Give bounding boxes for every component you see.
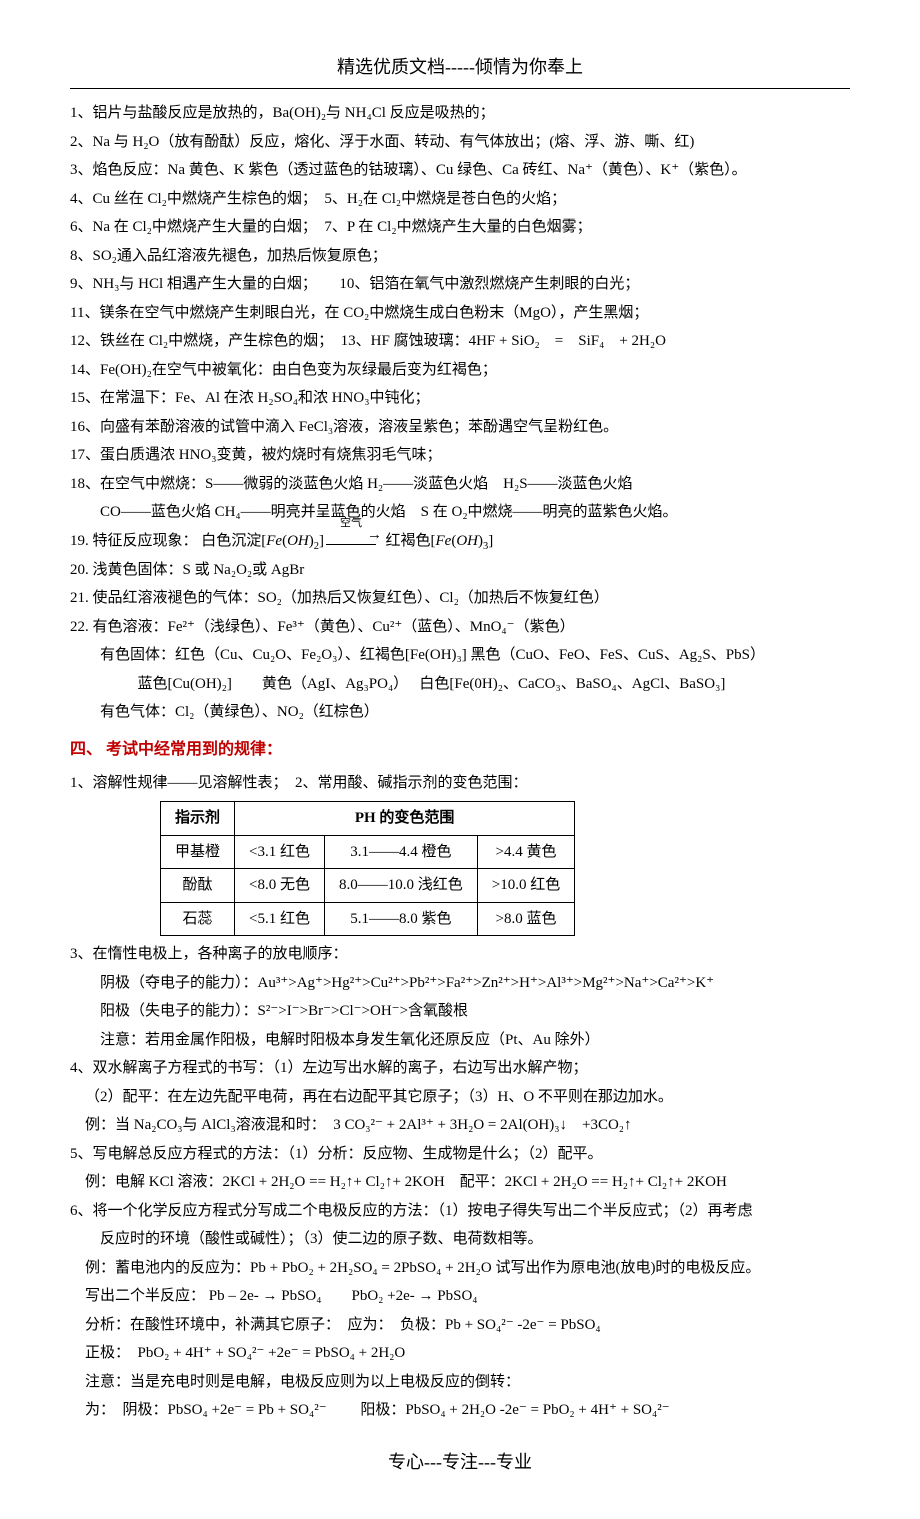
cell: <3.1 红色 <box>235 835 325 869</box>
cell: >10.0 红色 <box>477 869 574 903</box>
item-8: 8、SO₂通入品红溶液先褪色，加热后恢复原色； <box>70 242 850 271</box>
item-1: 1、铝片与盐酸反应是放热的，Ba(OH)₂与 NH₄Cl 反应是吸热的； <box>70 99 850 128</box>
item-6-7: 6、Na 在 Cl₂中燃烧产生大量的白烟； 7、P 在 Cl₂中燃烧产生大量的白… <box>70 213 850 242</box>
item-4-5: 4、Cu 丝在 Cl₂中燃烧产生棕色的烟； 5、H₂在 Cl₂中燃烧是苍白色的火… <box>70 185 850 214</box>
sec4-p6h: 为： 阴极：PbSO₄ +2e⁻ = Pb + SO₄²⁻ 阳极：PbSO₄ +… <box>70 1396 850 1425</box>
cell: 石蕊 <box>161 902 235 936</box>
sec4-p6d: 写出二个半反应： Pb – 2e- → PbSO₄ PbO₂ +2e- → Pb… <box>70 1282 850 1311</box>
item-18b: CO——蓝色火焰 CH₄——明亮并呈蓝色的火焰 S 在 O₂中燃烧——明亮的蓝紫… <box>70 498 850 527</box>
cell: 3.1——4.4 橙色 <box>324 835 477 869</box>
item-3: 3、焰色反应：Na 黄色、K 紫色（透过蓝色的钴玻璃）、Cu 绿色、Ca 砖红、… <box>70 156 850 185</box>
item-9-10: 9、NH₃与 HCl 相遇产生大量的白烟； 10、铝箔在氧气中激烈燃烧产生刺眼的… <box>70 270 850 299</box>
section-4-title: 四、 考试中经常用到的规律： <box>70 735 850 765</box>
item-20: 20. 浅黄色固体：S 或 Na₂O₂或 AgBr <box>70 556 850 585</box>
sec4-p6e: 分析：在酸性环境中，补满其它原子： 应为： 负极：Pb + SO₄²⁻ -2e⁻… <box>70 1311 850 1340</box>
sec4-p3c: 阳极（失电子的能力）：S²⁻>I⁻>Br⁻>Cl⁻>OH⁻>含氧酸根 <box>70 997 850 1026</box>
sec4-p6f: 正极： PbO₂ + 4H⁺ + SO₄²⁻ +2e⁻ = PbSO₄ + 2H… <box>70 1339 850 1368</box>
item-19-reaction: 白色沉淀[Fe(OH)2]空气→ 红褐色[Fe(OH)3] <box>201 533 493 549</box>
th-indicator: 指示剂 <box>161 802 235 836</box>
sec4-p4a: 4、双水解离子方程式的书写：（1）左边写出水解的离子，右边写出水解产物； <box>70 1054 850 1083</box>
table-row: 酚酞 <8.0 无色 8.0——10.0 浅红色 >10.0 红色 <box>161 869 575 903</box>
table-row: 甲基橙 <3.1 红色 3.1——4.4 橙色 >4.4 黄色 <box>161 835 575 869</box>
item-19: 19. 特征反应现象： 白色沉淀[Fe(OH)2]空气→ 红褐色[Fe(OH)3… <box>70 527 850 556</box>
item-19-label: 19. 特征反应现象： <box>70 533 198 549</box>
item-17: 17、蛋白质遇浓 HNO₃变黄，被灼烧时有烧焦羽毛气味； <box>70 441 850 470</box>
sec4-p6a: 6、将一个化学反应方程式分写成二个电极反应的方法：（1）按电子得失写出二个半反应… <box>70 1197 850 1226</box>
sec4-p3b: 阴极（夺电子的能力）：Au³⁺>Ag⁺>Hg²⁺>Cu²⁺>Pb²⁺>Fa²⁺>… <box>70 969 850 998</box>
cell: 8.0——10.0 浅红色 <box>324 869 477 903</box>
item-22d: 有色气体：Cl₂（黄绿色）、NO₂（红棕色） <box>70 698 850 727</box>
sec4-p6c: 例：蓄电池内的反应为：Pb + PbO₂ + 2H₂SO₄ = 2PbSO₄ +… <box>70 1254 850 1283</box>
th-range: PH 的变色范围 <box>235 802 575 836</box>
sec4-p1: 1、溶解性规律——见溶解性表； 2、常用酸、碱指示剂的变色范围： <box>70 769 850 798</box>
item-11: 11、镁条在空气中燃烧产生刺眼白光，在 CO₂中燃烧生成白色粉末（MgO），产生… <box>70 299 850 328</box>
item-12-13: 12、铁丝在 Cl₂中燃烧，产生棕色的烟； 13、HF 腐蚀玻璃：4HF + S… <box>70 327 850 356</box>
item-18a: 18、在空气中燃烧：S——微弱的淡蓝色火焰 H₂——淡蓝色火焰 H₂S——淡蓝色… <box>70 470 850 499</box>
item-22b: 有色固体：红色（Cu、Cu₂O、Fe₂O₃）、红褐色[Fe(OH)₃] 黑色（C… <box>70 641 850 670</box>
indicator-table: 指示剂 PH 的变色范围 甲基橙 <3.1 红色 3.1——4.4 橙色 >4.… <box>160 801 575 936</box>
cell: 甲基橙 <box>161 835 235 869</box>
sec4-p6g: 注意：当是充电时则是电解，电极反应则为以上电极反应的倒转： <box>70 1368 850 1397</box>
item-15: 15、在常温下：Fe、Al 在浓 H₂SO₄和浓 HNO₃中钝化； <box>70 384 850 413</box>
page-footer: 专心---专注---专业 <box>70 1445 850 1479</box>
cell: >4.4 黄色 <box>477 835 574 869</box>
sec4-p6b: 反应时的环境（酸性或碱性）；（3）使二边的原子数、电荷数相等。 <box>70 1225 850 1254</box>
cell: 5.1——8.0 紫色 <box>324 902 477 936</box>
item-14: 14、Fe(OH)₂在空气中被氧化：由白色变为灰绿最后变为红褐色； <box>70 356 850 385</box>
item-22a: 22. 有色溶液：Fe²⁺（浅绿色）、Fe³⁺（黄色）、Cu²⁺（蓝色）、MnO… <box>70 613 850 642</box>
sec4-p4b: （2）配平：在左边先配平电荷，再在右边配平其它原子；（3）H、O 不平则在那边加… <box>70 1083 850 1112</box>
sec4-p5b: 例：电解 KCl 溶液：2KCl + 2H₂O == H₂↑+ Cl₂↑+ 2K… <box>70 1168 850 1197</box>
sec4-p4c: 例：当 Na₂CO₃与 AlCl₃溶液混和时： 3 CO₃²⁻ + 2Al³⁺ … <box>70 1111 850 1140</box>
item-22c: 蓝色[Cu(OH)₂] 黄色（AgI、Ag₃PO₄） 白色[Fe(0H)₂、Ca… <box>70 670 850 699</box>
table-head-row: 指示剂 PH 的变色范围 <box>161 802 575 836</box>
sec4-p3a: 3、在惰性电极上，各种离子的放电顺序： <box>70 940 850 969</box>
table-row: 石蕊 <5.1 红色 5.1——8.0 紫色 >8.0 蓝色 <box>161 902 575 936</box>
item-21: 21. 使品红溶液褪色的气体：SO₂（加热后又恢复红色）、Cl₂（加热后不恢复红… <box>70 584 850 613</box>
cell: <5.1 红色 <box>235 902 325 936</box>
header-rule <box>70 88 850 89</box>
cell: <8.0 无色 <box>235 869 325 903</box>
item-2: 2、Na 与 H₂O（放有酚酞）反应，熔化、浮于水面、转动、有气体放出；(熔、浮… <box>70 128 850 157</box>
item-16: 16、向盛有苯酚溶液的试管中滴入 FeCl₃溶液，溶液呈紫色；苯酚遇空气呈粉红色… <box>70 413 850 442</box>
sec4-p5a: 5、写电解总反应方程式的方法：（1）分析：反应物、生成物是什么；（2）配平。 <box>70 1140 850 1169</box>
page-header: 精选优质文档-----倾情为你奉上 <box>70 50 850 84</box>
cell: >8.0 蓝色 <box>477 902 574 936</box>
sec4-p3d: 注意：若用金属作阳极，电解时阳极本身发生氧化还原反应（Pt、Au 除外） <box>70 1026 850 1055</box>
cell: 酚酞 <box>161 869 235 903</box>
